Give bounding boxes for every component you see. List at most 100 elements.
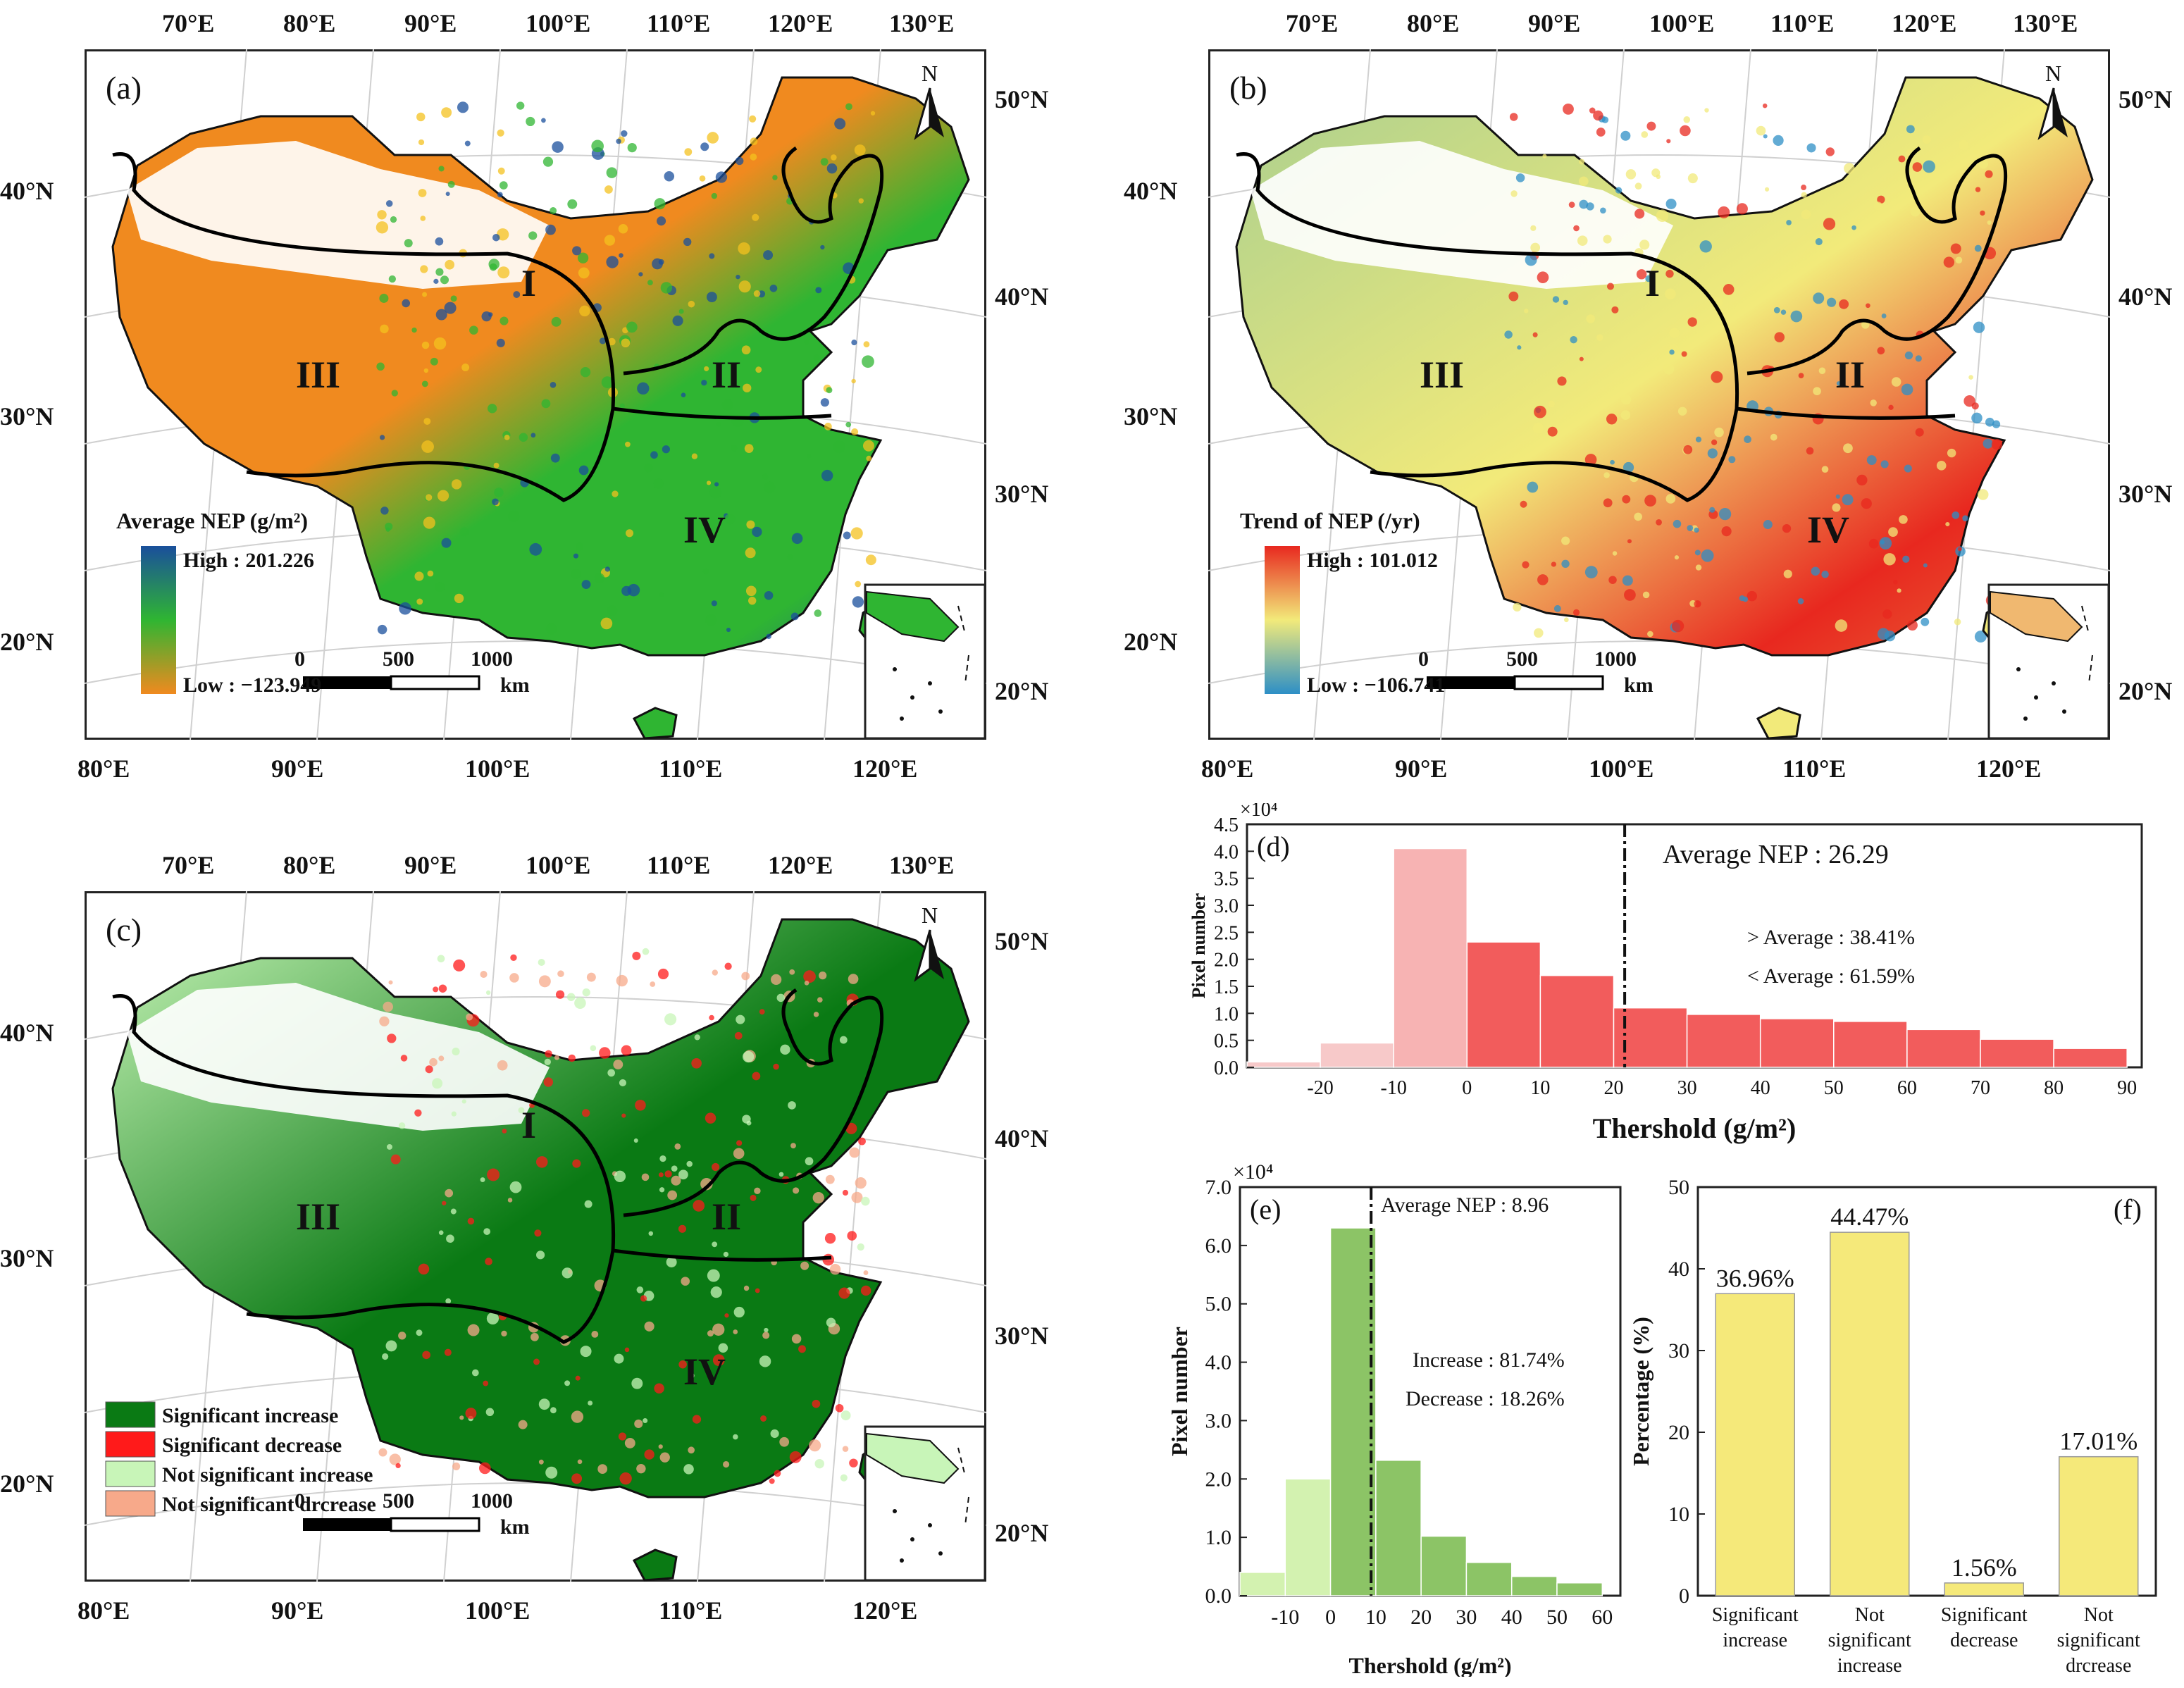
svg-text:0: 0 — [294, 647, 305, 671]
histogram-bar — [1686, 1014, 1761, 1068]
no-data-area — [127, 141, 550, 289]
region-label-I: I — [521, 262, 536, 304]
right-lat-tick: 30°N — [995, 1322, 1049, 1350]
region-label-I: I — [1645, 262, 1660, 304]
y-tick-label: 4.0 — [1205, 1351, 1232, 1374]
left-lat-tick: 40°N — [0, 1019, 54, 1047]
top-lon-tick: 110°E — [1770, 9, 1835, 37]
category-label: Not — [2084, 1604, 2114, 1626]
top-lon-tick: 100°E — [1649, 9, 1715, 37]
top-lon-tick: 90°E — [404, 9, 457, 37]
x-tick-label: 20 — [1410, 1606, 1432, 1629]
region-label-IV: IV — [1807, 509, 1849, 551]
panel-label: (f) — [2114, 1193, 2142, 1225]
histogram-bar — [1539, 974, 1615, 1068]
top-lon-tick: 130°E — [889, 851, 955, 879]
bottom-lon-tick: 110°E — [1782, 755, 1847, 783]
svg-text:0: 0 — [1418, 647, 1429, 671]
y-tick-label: 3.0 — [1205, 1409, 1232, 1432]
svg-text:N: N — [922, 61, 938, 86]
svg-text:Significant decrease: Significant decrease — [162, 1434, 342, 1457]
region-label-II: II — [1835, 354, 1865, 396]
y-tick-label: 50 — [1668, 1176, 1689, 1199]
bottom-lon-tick: 80°E — [77, 1596, 130, 1625]
north-arrow-icon: N — [914, 61, 944, 140]
histogram-bar — [1980, 1038, 2054, 1068]
bottom-lon-tick: 100°E — [465, 755, 531, 783]
histogram-bar — [1465, 1562, 1513, 1596]
bar-value-label: 44.47% — [1830, 1203, 1909, 1231]
y-tick-label: 5.0 — [1205, 1293, 1232, 1316]
right-lat-tick: 30°N — [2118, 480, 2173, 508]
region-label-II: II — [712, 354, 741, 396]
annotation-below: < Average : 61.59% — [1747, 964, 1915, 988]
x-tick-label: 40 — [1501, 1606, 1522, 1629]
right-lat-tick: 20°N — [995, 1519, 1049, 1547]
svg-text:500: 500 — [1506, 647, 1538, 671]
top-lon-tick: 110°E — [647, 9, 711, 37]
region-label-III: III — [296, 1196, 340, 1238]
x-tick-label: 20 — [1603, 1077, 1623, 1099]
x-tick-label: -10 — [1381, 1077, 1407, 1099]
histogram-bar — [1759, 1018, 1835, 1068]
no-data-area — [1251, 141, 1673, 289]
x-tick-label: 0 — [1462, 1077, 1472, 1099]
no-data-area — [127, 983, 550, 1131]
svg-text:High : 201.226: High : 201.226 — [183, 549, 314, 572]
legend: Significant increase Significant decrease… — [105, 1401, 376, 1517]
scale-bar: 0 500 1000 km — [294, 647, 530, 697]
right-lat-tick: 20°N — [995, 677, 1049, 705]
y-tick-label: 1.0 — [1205, 1526, 1232, 1549]
svg-text:Trend of NEP (/yr): Trend of NEP (/yr) — [1240, 508, 1420, 533]
histogram-bar — [1329, 1227, 1377, 1596]
left-lat-tick: 40°N — [1124, 177, 1178, 205]
histogram-d: 0.0 0.5 1.0 1.5 2.0 2.5 3.0 3.5 4.0 4.5 -20 -10 0 10 2… — [1189, 803, 2143, 1144]
bar — [1944, 1582, 2024, 1596]
category-label: increase — [1723, 1630, 1787, 1651]
texture — [376, 101, 876, 640]
region-boundaries — [112, 146, 884, 502]
y-tick-label: 1.0 — [1214, 1003, 1239, 1025]
bottom-lon-tick: 120°E — [852, 755, 918, 783]
y-tick-label: 30 — [1668, 1339, 1689, 1363]
region-label-IV: IV — [683, 1351, 726, 1393]
bar-value-label: 17.01% — [2059, 1427, 2138, 1456]
bar — [1715, 1293, 1795, 1596]
top-lon-tick: 90°E — [1528, 9, 1581, 37]
category-label: Not — [1855, 1604, 1885, 1626]
y-tick-label: 2.5 — [1214, 922, 1239, 944]
texture — [378, 948, 871, 1485]
region-label-II: II — [712, 1196, 741, 1238]
histogram-bar — [1246, 1061, 1321, 1068]
panel-label: (e) — [1250, 1193, 1281, 1225]
svg-text:1000: 1000 — [1594, 647, 1637, 671]
bar-value-label: 36.96% — [1716, 1264, 1794, 1292]
histogram-bar — [1466, 941, 1541, 1068]
x-tick-label: 10 — [1365, 1606, 1386, 1629]
histogram-bar — [1510, 1575, 1558, 1596]
histogram-bar — [2053, 1048, 2128, 1068]
bar — [1830, 1231, 1910, 1596]
y-tick-label: 4.0 — [1214, 841, 1239, 863]
annotation-above: > Average : 38.41% — [1747, 926, 1915, 949]
bottom-lon-tick: 120°E — [1976, 755, 2042, 783]
bottom-lon-tick: 90°E — [271, 755, 324, 783]
north-arrow-icon: N — [914, 902, 944, 982]
x-tick-label: 30 — [1677, 1077, 1697, 1099]
x-tick-label: 10 — [1530, 1077, 1550, 1099]
hainan-island — [632, 707, 678, 740]
left-lat-tick: 30°N — [1124, 402, 1178, 430]
annotation-increase: Increase : 81.74% — [1413, 1348, 1565, 1372]
y-tick-label: 10 — [1668, 1503, 1689, 1526]
y-multiplier: ×10⁴ — [1240, 803, 1278, 821]
svg-text:Not significant drcrease: Not significant drcrease — [162, 1493, 376, 1516]
x-tick-label: 60 — [1897, 1077, 1917, 1099]
top-lon-tick: 130°E — [889, 9, 955, 37]
bar — [2059, 1456, 2139, 1596]
legend: Average NEP (g/m²) High : 201.226 Low : −1… — [116, 508, 321, 697]
bottom-lon-tick: 100°E — [1589, 755, 1654, 783]
bottom-lon-tick: 90°E — [1395, 755, 1448, 783]
histogram-bar — [1420, 1535, 1468, 1596]
top-lon-tick: 120°E — [768, 851, 833, 879]
